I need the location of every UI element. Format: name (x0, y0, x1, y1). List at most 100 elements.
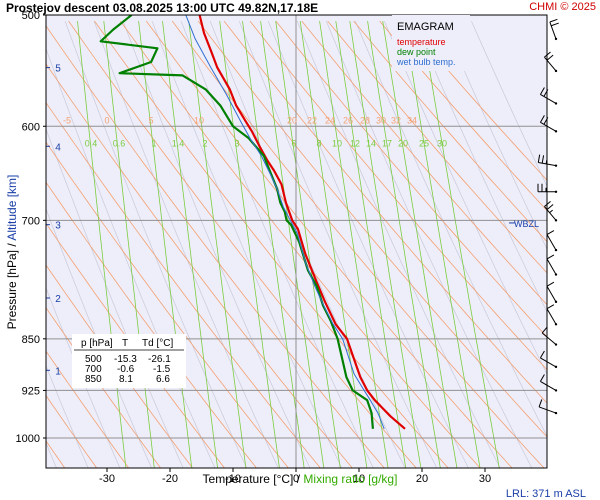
temperature-line (198, 15, 406, 430)
barb-staff (541, 332, 557, 345)
wind-barb (544, 201, 558, 222)
altitude-tick-label: 2 (55, 294, 61, 305)
wind-barb (546, 281, 558, 304)
barb-station (554, 300, 558, 304)
dry-adiabat-label: 24 (325, 115, 335, 125)
mixing-ratio-label: 25 (419, 138, 429, 148)
wind-barb (539, 374, 558, 392)
moist-adiabat-line (46, 364, 89, 468)
wind-barb (546, 304, 558, 326)
dry-adiabat-label: 28 (360, 115, 370, 125)
wind-barb (546, 254, 558, 276)
moist-adiabat-line (46, 207, 152, 468)
wind-barb (541, 326, 558, 346)
table-cell-p-500: 500 (85, 354, 102, 365)
x-tick-label: -10 (225, 473, 241, 485)
barb-station (554, 219, 558, 222)
legend-temperature: temperature (397, 37, 446, 47)
barb-staff (549, 21, 557, 40)
x-tick-label: -30 (99, 473, 115, 485)
barb-staff (540, 94, 557, 104)
barb-station (554, 190, 558, 193)
wind-barbs (537, 18, 559, 415)
mixing-ratio-label: 0.4 (85, 138, 98, 148)
wind-barb (537, 183, 558, 193)
wind-barb (538, 399, 558, 415)
barb-staff (546, 234, 557, 251)
altitude-tick-label: 5 (55, 64, 61, 75)
legend-wet-bulb: wet bulb temp. (396, 57, 456, 67)
legend-title: EMAGRAM (397, 21, 454, 33)
wind-barb (544, 51, 558, 73)
dry-adiabat-line (46, 222, 226, 468)
barb-staff (540, 121, 557, 132)
y-axis-label-separator: / (5, 243, 19, 247)
dry-adiabat-label: 32 (391, 115, 401, 125)
dry-adiabat-line (46, 306, 162, 468)
barb-flag (541, 155, 545, 164)
wet-bulb-line (185, 15, 385, 429)
mixing-ratio-label: 2 (202, 138, 207, 148)
barb-staff (540, 357, 557, 368)
table-cell-td-500: -26.1 (148, 354, 171, 365)
y-tick-label: 1000 (16, 433, 40, 445)
dry-adiabat-line (46, 394, 98, 468)
dry-adiabat-line (46, 350, 130, 468)
barb-station (554, 411, 558, 415)
altitude-tick-label: 1 (55, 366, 61, 377)
dry-adiabat-label: 30 (376, 115, 386, 125)
table-cell-t-850: 8.1 (119, 374, 133, 385)
mixing-ratio-label: 1 (151, 138, 156, 148)
barb-station (554, 273, 558, 276)
wind-barb (539, 115, 558, 133)
barb-staff (540, 380, 557, 391)
mixing-ratio-label: 14 (366, 138, 376, 148)
barb-staff (546, 308, 557, 325)
barb-staff (544, 56, 557, 72)
y-tick-label: 600 (22, 121, 40, 133)
y-tick-label: 925 (22, 385, 40, 397)
barb-station (554, 130, 558, 133)
mixing-ratio-label: 8 (316, 138, 321, 148)
wind-barb (549, 18, 559, 41)
barb-staff (546, 285, 557, 303)
mixing-ratio-label: 17 (382, 138, 392, 148)
barb-flag (546, 254, 555, 260)
dry-adiabat-line (46, 181, 257, 468)
x-axis-label-mixing: Mixing ratio [g/kg] (303, 472, 398, 486)
mixing-ratio-label: 3 (234, 138, 239, 148)
y-tick-label: 500 (22, 10, 40, 22)
table-cell-td-700: -1.5 (153, 364, 171, 375)
barb-station (554, 343, 558, 346)
profile-series (99, 15, 406, 430)
altitude-tick-label: 3 (55, 221, 61, 232)
barb-flag (551, 22, 559, 27)
barb-staff (538, 162, 557, 167)
mixing-ratio-label: 6 (291, 138, 296, 148)
table-cell-td-850: 6.6 (156, 374, 170, 385)
barb-staff (544, 206, 557, 221)
dry-adiabat-line (46, 141, 289, 468)
barb-flag (539, 350, 545, 359)
legend-box: EMAGRAM temperature dew point wet bulb t… (392, 15, 470, 71)
mixing-ratio-label: 20 (398, 138, 408, 148)
barb-flag (538, 399, 543, 408)
dew-point-line (99, 15, 374, 429)
dry-adiabat-label: -5 (63, 115, 71, 125)
chart-title: Prostejov descent 03.08.2025 13:00 UTC 4… (6, 1, 319, 15)
mixing-ratio-label: 1.4 (172, 138, 185, 148)
barb-flag (541, 326, 548, 334)
dry-adiabat-label: 5 (148, 115, 153, 125)
wbzl-label: WBZL (514, 219, 539, 229)
barb-station (554, 248, 558, 252)
y-axis-label-altitude: Altitude [km] (5, 174, 19, 241)
lrl-label: LRL: 371 m ASL (505, 488, 586, 500)
dry-adiabat-label: 26 (343, 115, 353, 125)
barb-flag (544, 51, 551, 58)
moist-adiabat-line (46, 128, 184, 468)
dry-adiabat-label: 34 (407, 115, 417, 125)
barb-flag (546, 304, 555, 310)
mixing-ratio-label: 12 (350, 138, 360, 148)
barb-flag (546, 281, 555, 287)
dry-adiabat-line (46, 264, 194, 468)
